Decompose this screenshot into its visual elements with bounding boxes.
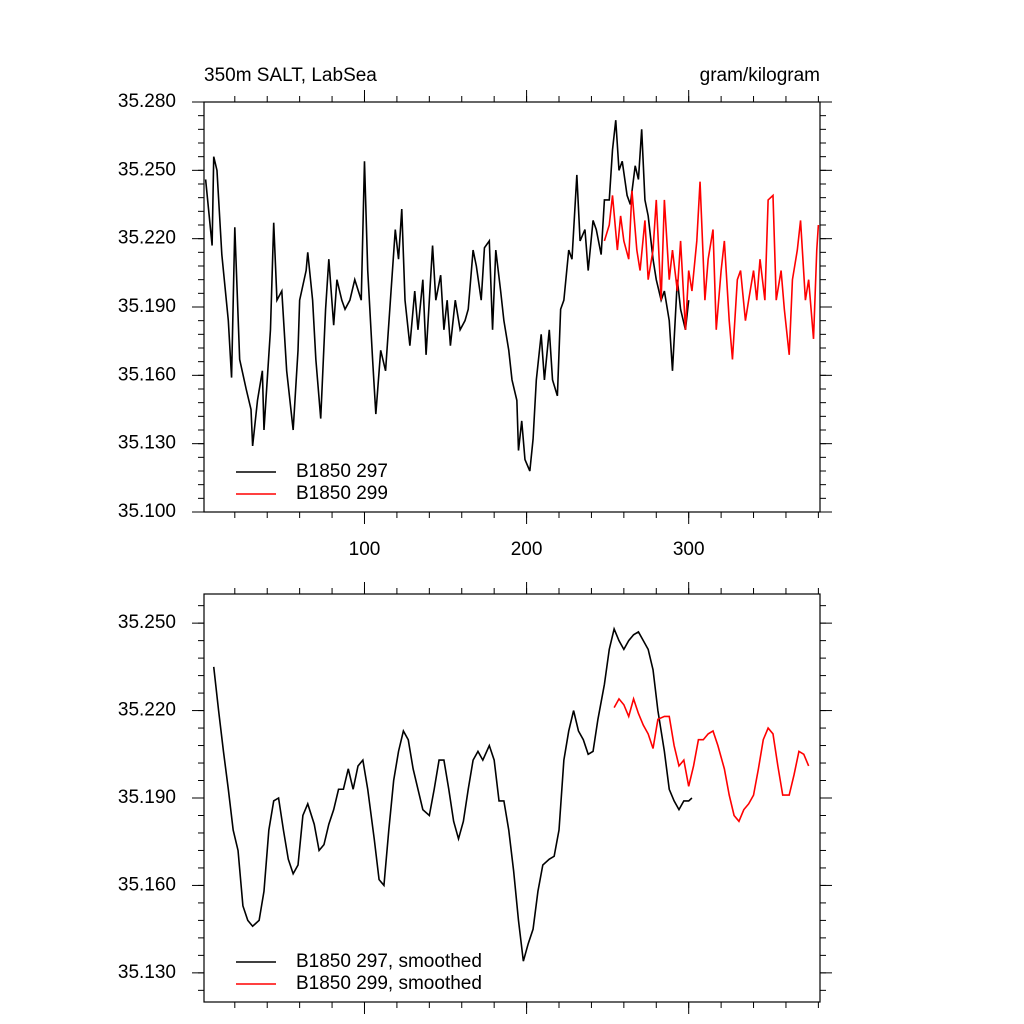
y-tick-label: 35.100 [118, 501, 176, 522]
y-tick-label: 35.130 [118, 433, 176, 454]
data-line [204, 120, 690, 472]
x-tick-label: 100 [349, 539, 381, 560]
x-tick-label: 200 [511, 539, 543, 560]
legend-label: B1850 299, smoothed [296, 973, 482, 994]
y-tick-label: 35.250 [118, 159, 176, 180]
y-tick-label: 35.190 [118, 787, 176, 808]
plot-frame [203, 593, 821, 1003]
data-line [212, 626, 693, 962]
legend-label: B1850 297 [296, 461, 388, 482]
y-tick-label: 35.190 [118, 296, 176, 317]
y-tick-label: 35.130 [118, 962, 176, 983]
legend-label: B1850 297, smoothed [296, 951, 482, 972]
data-line [613, 696, 810, 823]
y-tick-label: 35.220 [118, 700, 176, 721]
legend-label: B1850 299 [296, 483, 388, 504]
data-line [603, 181, 820, 360]
y-tick-label: 35.160 [118, 364, 176, 385]
y-tick-label: 35.160 [118, 874, 176, 895]
y-tick-label: 35.280 [118, 91, 176, 112]
units-label: gram/kilogram [700, 65, 820, 86]
chart-title: 350m SALT, LabSea [204, 65, 377, 86]
y-tick-label: 35.250 [118, 612, 176, 633]
x-tick-label: 300 [673, 539, 705, 560]
y-tick-label: 35.220 [118, 228, 176, 249]
